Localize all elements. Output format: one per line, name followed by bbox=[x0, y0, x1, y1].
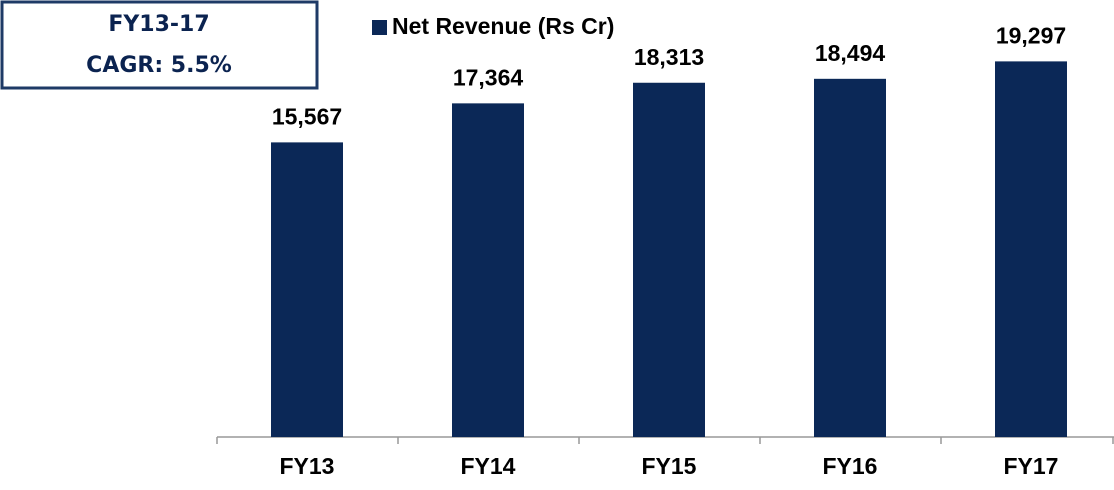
x-tick-label: FY17 bbox=[1004, 453, 1059, 479]
data-label: 18,494 bbox=[815, 40, 886, 66]
legend-swatch bbox=[372, 20, 387, 35]
data-label: 17,364 bbox=[453, 64, 524, 90]
bar bbox=[271, 142, 343, 437]
bar bbox=[452, 103, 524, 437]
annotation-line: CAGR: 5.5% bbox=[86, 53, 232, 78]
data-label: 15,567 bbox=[272, 103, 342, 129]
legend-label: Net Revenue (Rs Cr) bbox=[392, 13, 614, 39]
bar bbox=[995, 61, 1067, 437]
x-tick-label: FY14 bbox=[461, 453, 516, 479]
x-tick-label: FY16 bbox=[823, 453, 878, 479]
bar bbox=[633, 82, 705, 437]
annotation-box bbox=[0, 0, 319, 90]
data-label: 18,313 bbox=[634, 44, 704, 70]
bar bbox=[814, 78, 886, 438]
annotation-line: FY13-17 bbox=[108, 12, 209, 37]
x-tick-label: FY13 bbox=[280, 453, 335, 479]
x-tick-label: FY15 bbox=[642, 453, 697, 479]
data-label: 19,297 bbox=[996, 22, 1066, 48]
